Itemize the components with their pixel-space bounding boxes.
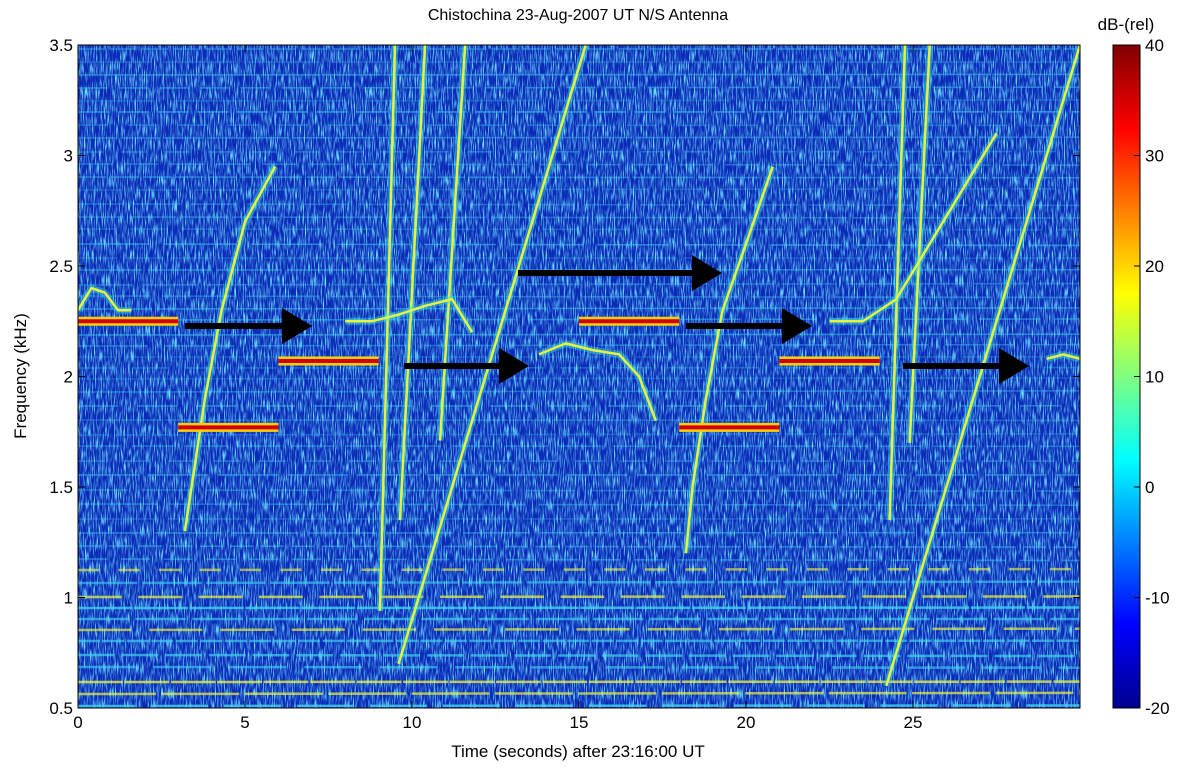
x-axis-label: Time (seconds) after 23:16:00 UT (451, 742, 705, 761)
noise-line (78, 582, 1080, 583)
y-tick-label: 1 (64, 589, 73, 608)
noise-line (78, 334, 1080, 335)
y-tick-label: 3 (64, 147, 73, 166)
x-tick-label: 5 (240, 713, 249, 732)
noise-line (78, 693, 1080, 694)
noise-line (78, 177, 1080, 178)
colorbar-tick-label: -20 (1145, 699, 1170, 718)
chart-title: Chistochina 23-Aug-2007 UT N/S Antenna (428, 7, 728, 24)
colorbar-tick-label: 0 (1145, 478, 1154, 497)
x-tick-label: 15 (570, 713, 589, 732)
noise-line (78, 125, 1080, 126)
noise-line (78, 596, 1080, 597)
noise-line (78, 655, 1080, 656)
spectrogram (78, 45, 1080, 708)
x-tick-label: 0 (73, 713, 82, 732)
noise-line (78, 308, 1080, 309)
colorbar-tick-label: -10 (1145, 589, 1170, 608)
colorbar-tick-label: 10 (1145, 368, 1164, 387)
y-axis-label: Frequency (kHz) (11, 313, 30, 439)
colorbar-label: dB-(rel) (1098, 15, 1155, 34)
y-tick-label: 0.5 (49, 699, 73, 718)
noise-line (78, 378, 1080, 379)
colorbar-tick-label: 40 (1145, 36, 1164, 55)
x-tick-label: 20 (737, 713, 756, 732)
y-tick-label: 2 (64, 368, 73, 387)
y-tick-label: 1.5 (49, 478, 73, 497)
noise-line (78, 137, 1080, 138)
y-tick-label: 2.5 (49, 257, 73, 276)
x-tick-label: 25 (904, 713, 923, 732)
colorbar-tick-label: 30 (1145, 147, 1164, 166)
x-tick-label: 10 (403, 713, 422, 732)
y-tick-label: 3.5 (49, 36, 73, 55)
colorbar-tick-label: 20 (1145, 257, 1164, 276)
